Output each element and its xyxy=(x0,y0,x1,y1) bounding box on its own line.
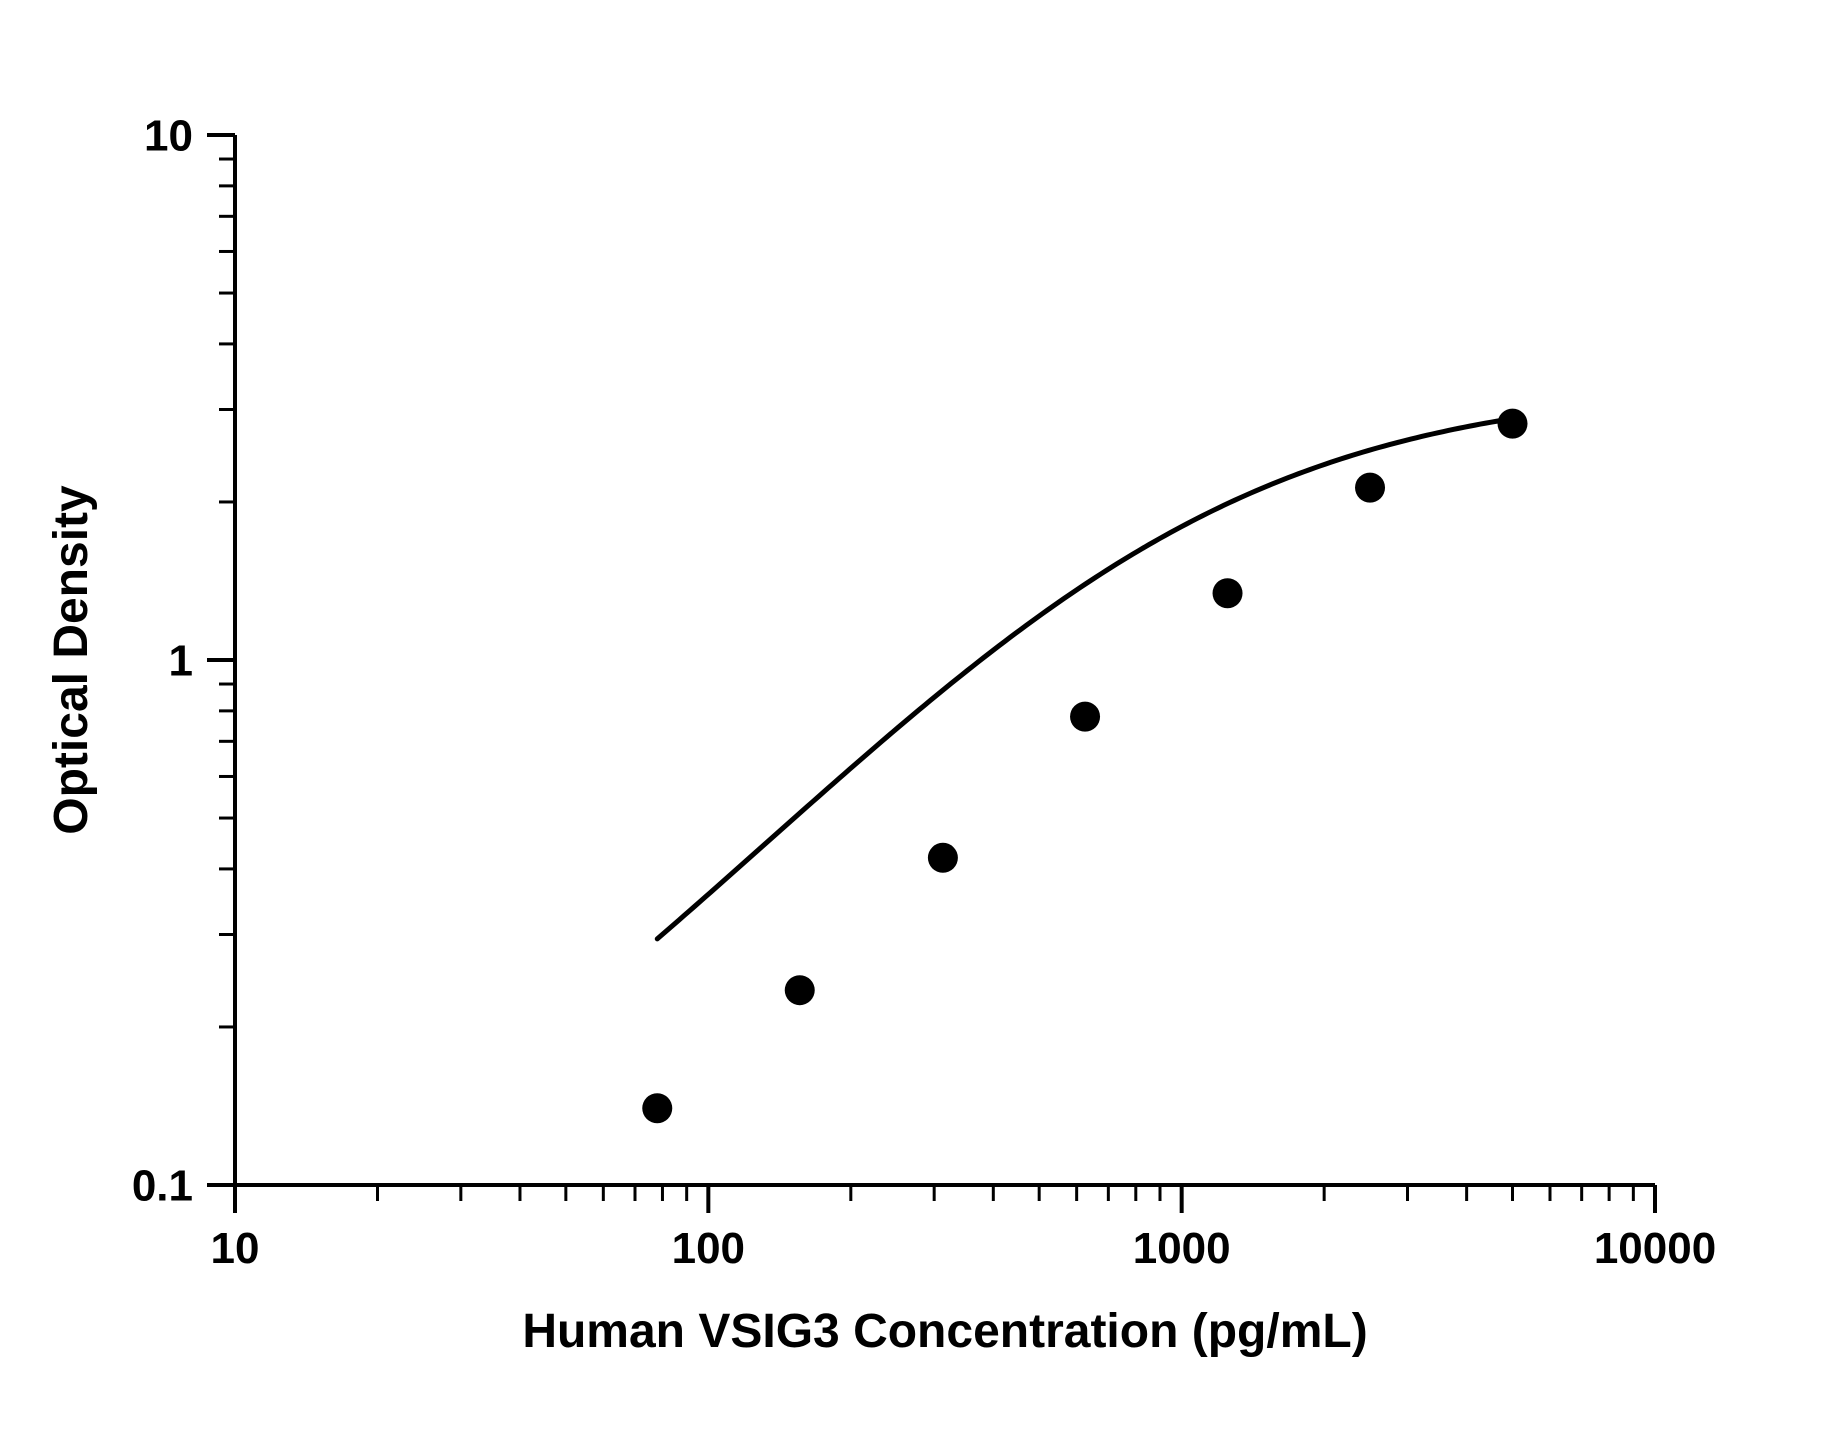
x-axis-label: Human VSIG3 Concentration (pg/mL) xyxy=(522,1305,1367,1358)
data-point xyxy=(785,975,815,1005)
data-point xyxy=(1498,409,1528,439)
data-point xyxy=(642,1093,672,1123)
elisa-standard-curve-chart: 10 100 1000 10000 0.1 1 10 Human VSIG3 Concentr… xyxy=(0,0,1821,1433)
y-tick-label: 10 xyxy=(144,111,193,160)
x-tick-label: 100 xyxy=(672,1224,745,1273)
x-tick-label: 1000 xyxy=(1133,1224,1231,1273)
chart-svg: 10 100 1000 10000 0.1 1 10 Human VSIG3 Concentr… xyxy=(0,0,1821,1433)
data-point xyxy=(1070,702,1100,732)
data-point xyxy=(928,843,958,873)
y-axis-label: Optical Density xyxy=(45,485,98,835)
y-tick-label: 0.1 xyxy=(132,1161,193,1210)
y-tick-label: 1 xyxy=(169,636,193,685)
data-point xyxy=(1355,473,1385,503)
data-point xyxy=(1213,578,1243,608)
x-tick-label: 10000 xyxy=(1594,1224,1716,1273)
x-tick-label: 10 xyxy=(211,1224,260,1273)
